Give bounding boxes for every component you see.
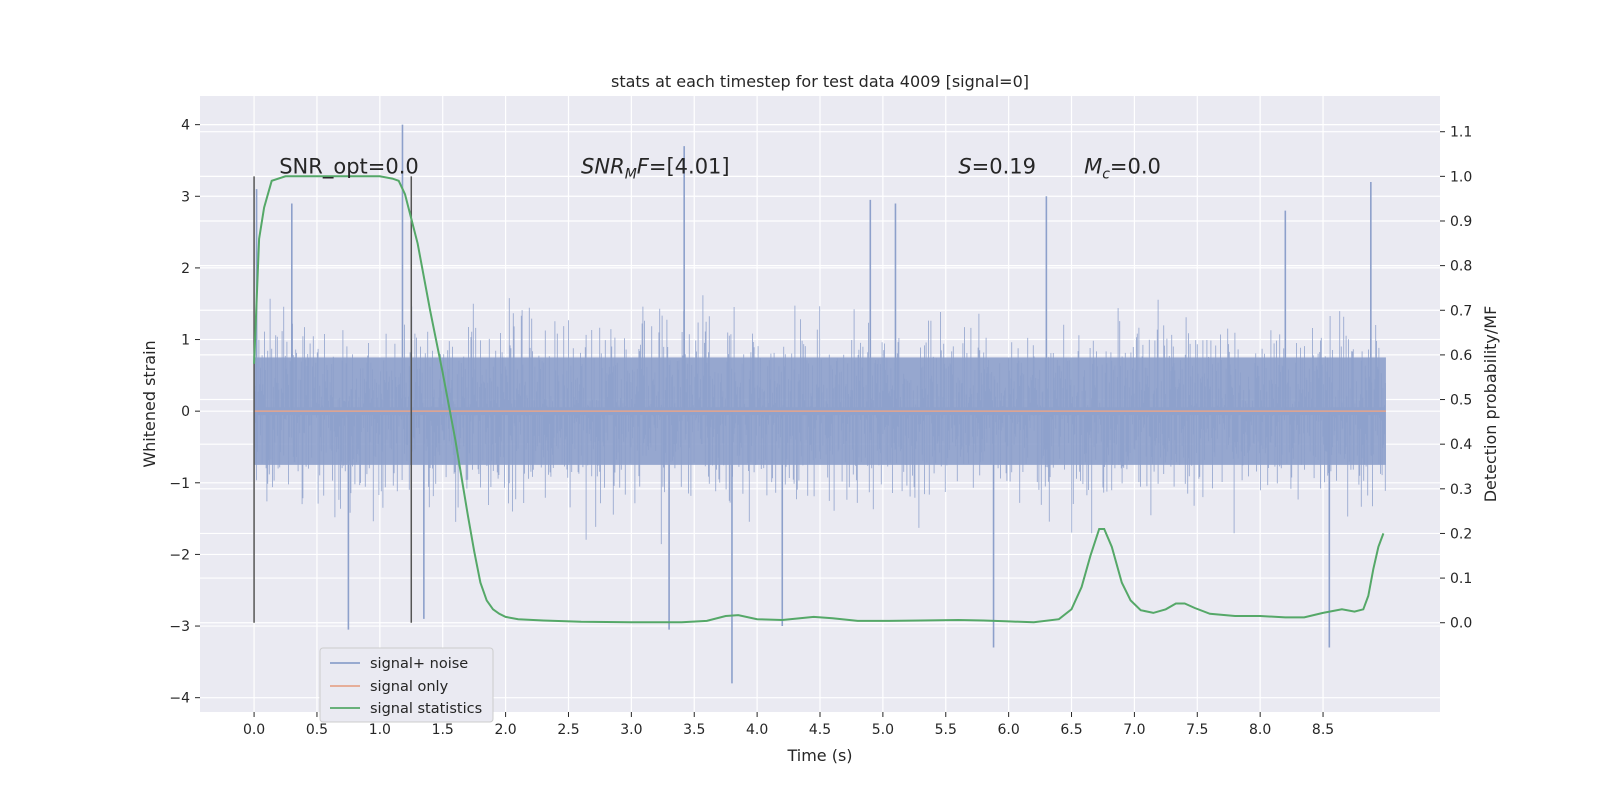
y-tick-label-right: 0.1 bbox=[1450, 571, 1472, 587]
statistics-line bbox=[253, 175, 1385, 624]
legend-label-signal-statistics: signal statistics bbox=[370, 701, 482, 717]
annotation-mc: Mc=0.0 bbox=[1084, 154, 1161, 182]
x-tick-label: 4.0 bbox=[746, 722, 768, 738]
y-tick-label-right: 0.8 bbox=[1450, 259, 1472, 275]
x-tick-label: 0.0 bbox=[243, 722, 265, 738]
legend-label-signal-noise: signal+ noise bbox=[370, 656, 468, 672]
legend: signal+ noise signal only signal statist… bbox=[319, 647, 494, 723]
y-tick-label-left: 1 bbox=[181, 333, 190, 349]
x-tick-label: 6.5 bbox=[1060, 722, 1082, 738]
annotation-s: S=0.19 bbox=[958, 154, 1036, 178]
annotation-snr_mf: SNRMF=[4.01] bbox=[581, 154, 730, 182]
y-tick-label-right: 1.0 bbox=[1450, 169, 1472, 185]
x-tick-label: 3.5 bbox=[683, 722, 705, 738]
x-tick-label: 1.5 bbox=[432, 722, 454, 738]
y-tick-label-right: 0.6 bbox=[1450, 348, 1472, 364]
y-tick-label-right: 0.0 bbox=[1450, 616, 1472, 632]
y-tick-label-right: 0.3 bbox=[1450, 482, 1472, 498]
x-tick-label: 1.0 bbox=[369, 722, 391, 738]
legend-box bbox=[319, 647, 494, 723]
y-tick-label-left: −2 bbox=[169, 547, 190, 563]
x-tick-label: 8.0 bbox=[1249, 722, 1271, 738]
y-tick-label-right: 1.1 bbox=[1450, 125, 1472, 141]
y-tick-label-left: 2 bbox=[181, 261, 190, 277]
x-tick-label: 6.0 bbox=[998, 722, 1020, 738]
vertical-markers bbox=[253, 176, 413, 623]
x-tick-label: 7.0 bbox=[1123, 722, 1145, 738]
x-tick-label: 7.5 bbox=[1186, 722, 1208, 738]
y-tick-label-left: −3 bbox=[169, 619, 190, 635]
y-tick-label-left: 0 bbox=[181, 404, 190, 420]
y-tick-label-left: 4 bbox=[181, 118, 190, 134]
annotation-snr_opt: SNR_opt=0.0 bbox=[279, 154, 419, 179]
x-tick-label: 5.0 bbox=[872, 722, 894, 738]
y-axis-label-right: Detection probability/MF bbox=[1481, 306, 1500, 503]
y-tick-label-left: 3 bbox=[181, 189, 190, 205]
annotations: SNR_opt=0.0 SNRMF=[4.01] S=0.19 Mc=0.0 bbox=[279, 154, 1161, 182]
legend-label-signal-only: signal only bbox=[370, 679, 449, 695]
chart-title: stats at each timestep for test data 400… bbox=[611, 72, 1029, 91]
y-tick-label-left: −1 bbox=[169, 476, 190, 492]
y-tick-label-right: 0.7 bbox=[1450, 303, 1472, 319]
x-tick-label: 8.5 bbox=[1312, 722, 1334, 738]
y-axis-label-left: Whitened strain bbox=[140, 340, 159, 467]
x-tick-label: 5.5 bbox=[935, 722, 957, 738]
y-tick-label-right: 0.9 bbox=[1450, 214, 1472, 230]
y-tick-label-right: 0.4 bbox=[1450, 437, 1472, 453]
x-tick-label: 2.0 bbox=[494, 722, 516, 738]
x-tick-label: 2.5 bbox=[557, 722, 579, 738]
x-tick-label: 4.5 bbox=[809, 722, 831, 738]
x-tick-label: 0.5 bbox=[306, 722, 328, 738]
tick-labels: 0.0 0.5 1.0 1.5 2.0 2.5 3.0 3.5 4.0 4.5 5.0 5.5 6.0 6… bbox=[169, 118, 1472, 738]
y-tick-label-left: −4 bbox=[169, 691, 190, 707]
x-tick-label: 3.0 bbox=[620, 722, 642, 738]
signal-statistics-series bbox=[253, 175, 1385, 624]
y-tick-label-right: 0.2 bbox=[1450, 526, 1472, 542]
y-tick-label-right: 0.5 bbox=[1450, 393, 1472, 409]
x-axis-label: Time (s) bbox=[786, 746, 852, 765]
